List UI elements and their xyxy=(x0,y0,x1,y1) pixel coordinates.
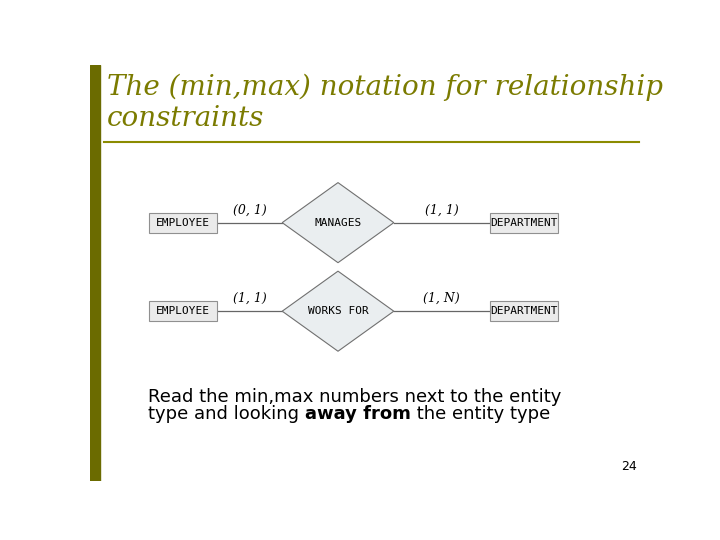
Text: away from: away from xyxy=(305,405,410,423)
FancyBboxPatch shape xyxy=(490,301,558,321)
Text: (0, 1): (0, 1) xyxy=(233,204,266,217)
Text: Read the min,max numbers next to the entity: Read the min,max numbers next to the ent… xyxy=(148,388,562,406)
Polygon shape xyxy=(282,183,394,262)
Text: constraints: constraints xyxy=(107,105,264,132)
Text: DEPARTMENT: DEPARTMENT xyxy=(490,218,558,228)
Text: the entity type: the entity type xyxy=(410,405,550,423)
Text: DEPARTMENT: DEPARTMENT xyxy=(490,306,558,316)
Text: EMPLOYEE: EMPLOYEE xyxy=(156,306,210,316)
Text: EMPLOYEE: EMPLOYEE xyxy=(156,218,210,228)
Text: type and looking: type and looking xyxy=(148,405,305,423)
FancyBboxPatch shape xyxy=(149,213,217,233)
FancyBboxPatch shape xyxy=(490,213,558,233)
Text: WORKS FOR: WORKS FOR xyxy=(307,306,369,316)
Text: MANAGES: MANAGES xyxy=(315,218,361,228)
Text: The (min,max) notation for relationship: The (min,max) notation for relationship xyxy=(107,74,663,102)
Text: (1, 1): (1, 1) xyxy=(233,292,266,305)
Text: (1, N): (1, N) xyxy=(423,292,460,305)
Polygon shape xyxy=(282,271,394,351)
Text: (1, 1): (1, 1) xyxy=(425,204,459,217)
Text: 24: 24 xyxy=(621,460,636,473)
FancyBboxPatch shape xyxy=(149,301,217,321)
Bar xyxy=(90,65,100,481)
